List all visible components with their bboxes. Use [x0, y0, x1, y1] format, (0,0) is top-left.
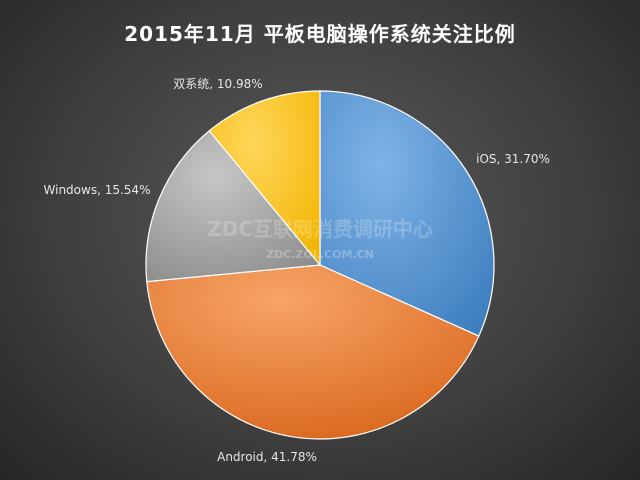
watermark-main: ZDC互联网消费调研中心: [207, 217, 433, 241]
pie-slice-android: [146, 264, 480, 440]
pie-slice-windows: [145, 129, 322, 283]
watermark-sub: ZDC.ZOL.COM.CN: [266, 248, 374, 261]
slice-label-ios: iOS, 31.70%: [476, 152, 550, 166]
slice-label-双系统: 双系统, 10.98%: [173, 77, 262, 91]
slice-label-windows: Windows, 15.54%: [44, 183, 151, 197]
pie-slice-双系统: [208, 90, 321, 267]
slice-label-android: Android, 41.78%: [217, 450, 317, 464]
chart-title: 2015年11月 平板电脑操作系统关注比例: [124, 22, 516, 46]
pie-slice-ios: [319, 90, 495, 337]
